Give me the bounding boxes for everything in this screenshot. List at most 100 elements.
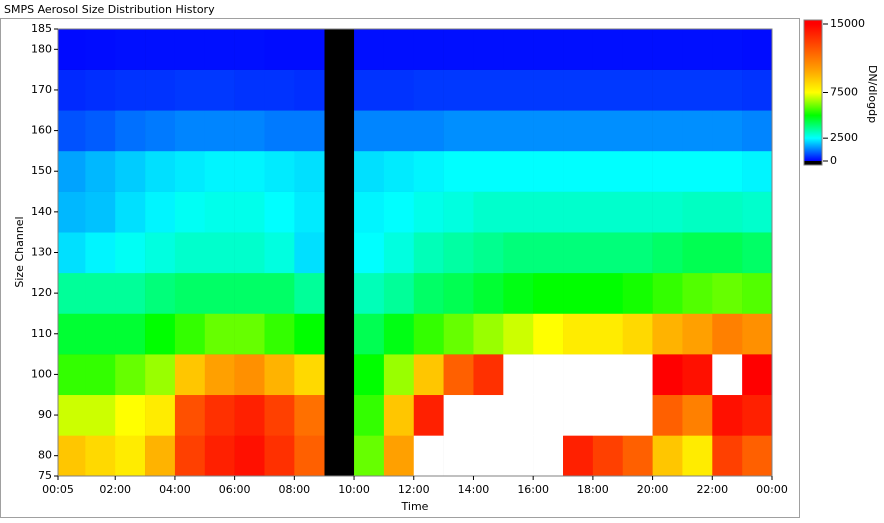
heat-cell	[413, 150, 444, 192]
heat-cell	[413, 191, 444, 233]
heat-cell	[503, 354, 534, 396]
heat-cell	[354, 29, 385, 70]
heat-cell	[413, 69, 444, 111]
heat-cell	[115, 191, 146, 233]
heat-cell	[234, 313, 265, 355]
heat-cell	[294, 232, 325, 274]
heat-cell	[174, 354, 206, 396]
x-tick-label: 02:00	[99, 483, 131, 496]
heat-cell	[85, 150, 116, 192]
heat-cell	[533, 272, 564, 314]
heat-cell	[473, 150, 504, 192]
heat-cell	[473, 232, 504, 274]
heat-cell	[115, 313, 146, 355]
heat-cell	[503, 69, 534, 111]
panel-frame	[0, 18, 800, 518]
heat-cell	[383, 354, 415, 396]
heat-cell	[473, 354, 504, 396]
heat-cell	[58, 29, 86, 70]
heat-cell	[204, 69, 235, 111]
y-tick-label: 160	[31, 124, 52, 137]
heat-cell	[712, 191, 743, 233]
colorbar-tick-label: 2500	[830, 131, 858, 144]
heat-cell	[264, 354, 295, 396]
heat-cell	[533, 354, 564, 396]
heat-cell	[712, 69, 743, 111]
heat-cell	[204, 435, 235, 477]
y-tick-label: 80	[38, 449, 52, 462]
heat-cell	[115, 435, 146, 477]
heat-cell	[622, 191, 653, 233]
heat-cell	[58, 435, 86, 477]
heat-cell	[85, 394, 116, 436]
heat-cell	[622, 29, 653, 70]
heat-cell	[533, 29, 564, 70]
heat-cell	[533, 150, 564, 192]
heat-cell	[503, 435, 534, 477]
heat-cell	[85, 272, 116, 314]
heat-cell	[234, 150, 265, 192]
heat-cell	[204, 313, 235, 355]
heat-cell	[742, 110, 773, 152]
heat-cell	[58, 191, 86, 233]
heat-cell	[174, 272, 206, 314]
heat-cell	[58, 150, 86, 192]
heat-cell	[563, 435, 594, 477]
heat-cell	[533, 435, 564, 477]
heat-cell	[443, 110, 474, 152]
heat-cell	[294, 29, 325, 70]
heat-cell	[264, 110, 295, 152]
heat-cell	[592, 150, 624, 192]
heat-cell	[234, 232, 265, 274]
colorbar-border	[803, 19, 823, 166]
colorbar-tick-label: 15000	[830, 17, 865, 30]
heat-cell	[742, 191, 773, 233]
x-tick-label: 04:00	[159, 483, 191, 496]
heat-cell	[383, 29, 415, 70]
heat-cell	[204, 110, 235, 152]
y-tick-label: 185	[31, 22, 52, 35]
heat-cell	[354, 354, 385, 396]
heat-cell	[533, 191, 564, 233]
heat-cell	[58, 69, 86, 111]
heat-cell	[682, 435, 713, 477]
heat-cell	[742, 232, 773, 274]
heat-cell	[58, 394, 86, 436]
heat-cell	[742, 29, 773, 70]
heat-cell	[682, 394, 713, 436]
x-tick-label: 00:05	[42, 483, 74, 496]
heat-cell	[443, 232, 474, 274]
heat-cell	[443, 69, 474, 111]
heat-cell	[145, 150, 176, 192]
heat-cell	[145, 29, 176, 70]
heat-cell	[563, 313, 594, 355]
heat-cell	[234, 69, 265, 111]
heat-cell	[354, 69, 385, 111]
y-axis-title: Size Channel	[13, 216, 26, 287]
heat-cell	[712, 232, 743, 274]
heat-cell	[383, 150, 415, 192]
heat-cell	[234, 354, 265, 396]
heat-cell	[413, 394, 444, 436]
heat-cell	[652, 29, 683, 70]
heat-cell	[682, 150, 713, 192]
heat-cell	[563, 29, 594, 70]
heat-cell	[115, 394, 146, 436]
chart-title: SMPS Aerosol Size Distribution History	[4, 3, 215, 16]
heat-cell	[85, 29, 116, 70]
heat-cell	[264, 313, 295, 355]
heat-cell	[592, 232, 624, 274]
heat-cell	[174, 435, 206, 477]
heat-cell	[354, 110, 385, 152]
heat-cell	[652, 272, 683, 314]
heat-cell	[682, 110, 713, 152]
heat-cell	[652, 394, 683, 436]
heat-cell	[145, 313, 176, 355]
heat-cell	[145, 191, 176, 233]
heat-cell	[503, 110, 534, 152]
heat-cell	[115, 150, 146, 192]
x-tick-label: 06:00	[219, 483, 251, 496]
heat-cell	[652, 435, 683, 477]
heat-cell	[682, 313, 713, 355]
heat-cell	[174, 110, 206, 152]
